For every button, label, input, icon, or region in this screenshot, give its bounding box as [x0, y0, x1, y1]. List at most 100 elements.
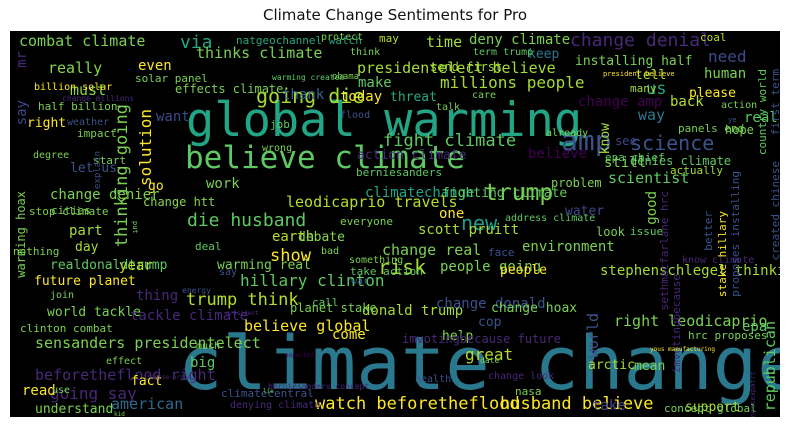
word-better: denying climate [230, 400, 321, 411]
word-come: donald trump [362, 303, 464, 319]
word-take-action: wrong [262, 143, 293, 154]
word-focus: expected [285, 352, 314, 359]
word-planet-stake: future planet [34, 274, 136, 289]
word-today: today [340, 89, 383, 105]
word-kid: chinese order [144, 374, 191, 381]
word-go: see [615, 134, 637, 148]
word-concept-global: nasa [515, 385, 542, 398]
word-great: going say [50, 384, 137, 403]
word-climatechange: work [206, 176, 240, 192]
word-real: real [744, 110, 778, 126]
word-fighting-climate: leodicaprio travels [286, 193, 458, 211]
word-watch-beforetheflood: american [111, 395, 184, 413]
word-scientist: climatechange [365, 185, 475, 201]
word-change-real: show [270, 246, 311, 266]
word-people: people going [440, 259, 542, 275]
word-face: bad [321, 246, 340, 257]
word-warming-created: president believe [603, 70, 675, 78]
word-still: scientist [608, 169, 690, 187]
word-help: come [332, 327, 366, 343]
word-lie: date [480, 356, 500, 365]
word-chinese-order: berniesanders concept [268, 382, 370, 391]
word-right: right [27, 116, 67, 131]
word-mr: mr [14, 51, 30, 68]
word-effect: much [196, 341, 221, 352]
word-hope: panels end [678, 122, 745, 135]
word-action: talk [436, 102, 461, 113]
word-say-2: know climate [682, 255, 755, 266]
word-human: human [704, 66, 747, 82]
word-new: fighting climate [442, 186, 568, 201]
word-presidentelect-believe: presidentelect believe [357, 59, 556, 77]
word-call: planet stake [290, 301, 377, 315]
word-please: please [689, 86, 736, 101]
word-time: time [426, 33, 463, 51]
word-stop-climate: address climate [505, 213, 596, 224]
word-first-term: country world [756, 69, 769, 156]
word-need: need [708, 47, 747, 66]
word-denies-climate: epa chief [605, 151, 665, 164]
word-change-amp: change amp [578, 94, 663, 110]
word-beforetheflood-right: change hoax [491, 301, 578, 316]
word-fact: great [465, 345, 514, 364]
word-believe-global: tackle climate [130, 308, 249, 324]
word-hillary-clinton: people [500, 263, 547, 278]
word-american: fact [131, 374, 163, 389]
word-one: scott pruitt [418, 222, 520, 238]
word-nasa: climatecentral [221, 387, 314, 400]
word-warming-real: year [119, 258, 153, 274]
word-day: water [565, 204, 605, 219]
word-climatecentral: hrc proposes [688, 329, 768, 342]
word-keep: keep [528, 47, 560, 62]
word-think: term trump [473, 47, 534, 58]
word-start: degree [33, 150, 70, 161]
word-cities: stop climate [29, 205, 109, 218]
word-good: imvotingbecause [670, 274, 683, 374]
word-energy: explain [93, 151, 103, 189]
word-change-look: effect [106, 356, 143, 367]
word-believe-climate: believe climate [185, 140, 465, 176]
word-thinks-climate: thinks climate [196, 44, 323, 62]
word-denying-climate: use [52, 385, 71, 396]
word-proposes-installing: stake hillary [716, 211, 729, 298]
word-health: change look [488, 371, 555, 382]
word-clinton-combat: call [312, 296, 339, 309]
word-wrong: already [546, 128, 589, 139]
word-change-denial: change denial [570, 31, 711, 51]
word-date: manufacturing nonsexpatrt [749, 371, 757, 417]
word-impact: weather [67, 117, 110, 128]
word-billion-solar: natgeochannel watch [236, 34, 362, 47]
word-science: science [630, 131, 715, 155]
word-change-millions: good [644, 191, 660, 225]
word-even: even [138, 58, 172, 74]
word-change-denier: die husband [187, 210, 307, 231]
word-want: want [156, 109, 190, 125]
word-know: know [598, 123, 613, 155]
word-realdonaldtrump: environment [522, 239, 615, 255]
word-bad: something [349, 255, 404, 266]
word-look: actually [670, 164, 723, 177]
word-make: make [358, 75, 392, 91]
word-panels-end: many [630, 82, 657, 95]
word-expected: lie [263, 388, 274, 395]
word-people-going: stephenschlegel thinking [600, 263, 780, 279]
word-thing: world tackle [47, 305, 141, 320]
word-debate: understand [35, 402, 114, 417]
word-imvotingbecause-future: clinton combat [20, 322, 113, 335]
word-amp: amp [561, 124, 612, 157]
word-something: take action [350, 265, 423, 278]
word-thank: thank [282, 87, 325, 103]
word-us: us [646, 79, 667, 99]
word-solar-panel: billion solar [34, 82, 113, 93]
word-risk: warming real [217, 258, 311, 273]
word-big: epa [742, 319, 768, 335]
word-part: let us [70, 161, 117, 176]
word-climate-change: climate change [178, 321, 780, 407]
word-donald-trump: sensanders presidentelect [35, 334, 261, 352]
word-future-planet: warming hoax [14, 191, 28, 278]
word-protect: may [379, 32, 399, 45]
word-water: one [439, 206, 465, 222]
word-see: believe [528, 146, 588, 162]
word-coal: hope [725, 123, 754, 137]
word-fight-climate: fight climate [383, 131, 517, 151]
